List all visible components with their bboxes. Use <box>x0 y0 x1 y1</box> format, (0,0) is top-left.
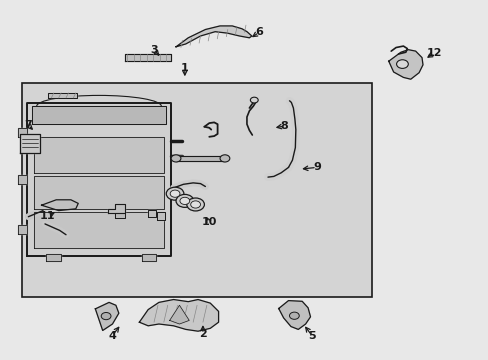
Circle shape <box>250 97 258 103</box>
Text: 4: 4 <box>108 330 116 341</box>
Text: 5: 5 <box>307 330 315 341</box>
Polygon shape <box>34 212 163 248</box>
Polygon shape <box>169 305 189 324</box>
Polygon shape <box>18 175 27 184</box>
Circle shape <box>186 198 204 211</box>
Polygon shape <box>139 300 218 331</box>
Text: 9: 9 <box>312 162 320 172</box>
Polygon shape <box>27 103 171 256</box>
Circle shape <box>220 155 229 162</box>
Polygon shape <box>142 254 156 261</box>
Polygon shape <box>124 54 171 61</box>
Polygon shape <box>41 200 78 211</box>
Circle shape <box>176 194 193 207</box>
Polygon shape <box>32 106 166 124</box>
Bar <box>22 83 371 297</box>
Polygon shape <box>278 301 310 329</box>
Circle shape <box>101 312 111 320</box>
Polygon shape <box>107 204 124 213</box>
Circle shape <box>171 155 181 162</box>
Text: 8: 8 <box>280 121 288 131</box>
Circle shape <box>289 312 299 319</box>
Text: 12: 12 <box>426 48 441 58</box>
Circle shape <box>396 60 407 68</box>
Text: 1: 1 <box>181 63 188 73</box>
Text: 7: 7 <box>24 120 32 130</box>
Circle shape <box>166 187 183 200</box>
Polygon shape <box>48 93 77 98</box>
Polygon shape <box>95 302 119 330</box>
Text: 2: 2 <box>199 329 206 339</box>
Polygon shape <box>147 210 155 217</box>
Polygon shape <box>34 137 163 173</box>
Polygon shape <box>176 26 251 47</box>
Polygon shape <box>34 176 163 209</box>
Circle shape <box>190 201 200 208</box>
Polygon shape <box>46 254 61 261</box>
Circle shape <box>180 197 189 204</box>
Polygon shape <box>20 134 40 153</box>
Text: 6: 6 <box>255 27 263 37</box>
Polygon shape <box>115 213 124 218</box>
Polygon shape <box>176 156 224 161</box>
Polygon shape <box>18 128 27 137</box>
Polygon shape <box>157 212 165 220</box>
Polygon shape <box>18 225 27 234</box>
Circle shape <box>170 190 180 197</box>
Polygon shape <box>388 50 422 79</box>
Text: 10: 10 <box>201 217 217 228</box>
Text: 11: 11 <box>40 211 56 221</box>
Text: 3: 3 <box>150 45 158 55</box>
